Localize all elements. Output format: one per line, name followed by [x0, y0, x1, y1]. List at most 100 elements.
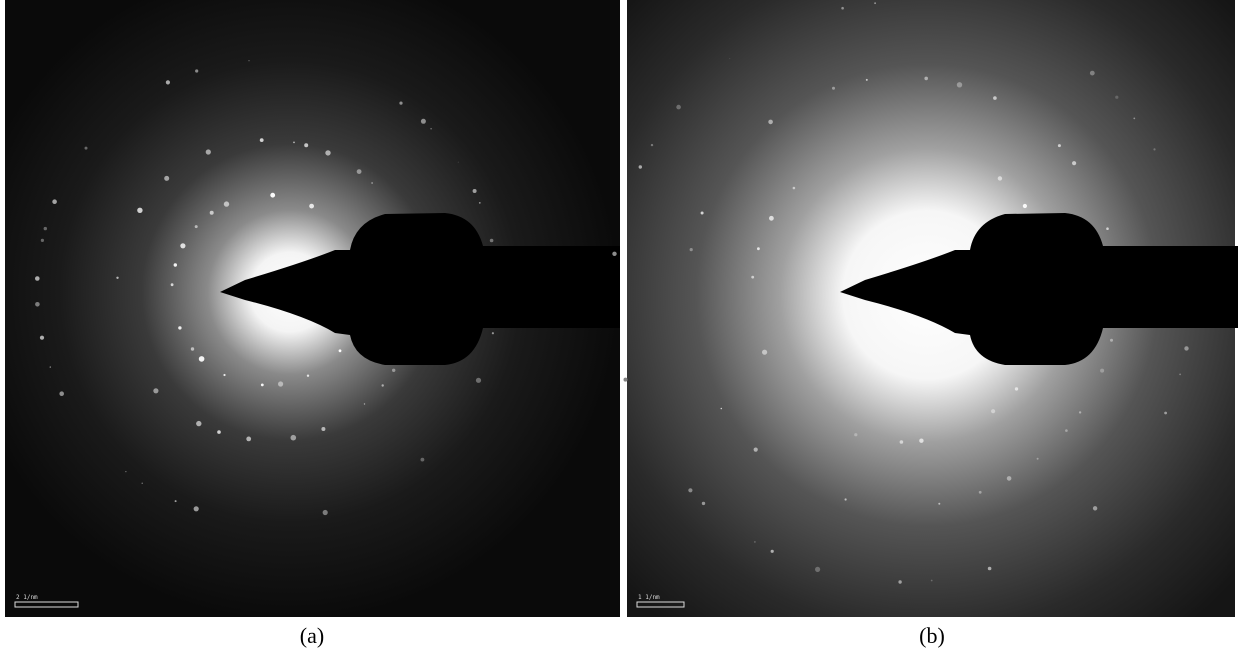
diffraction-spot — [174, 263, 177, 266]
diffraction-spot — [690, 248, 693, 251]
diffraction-spot — [41, 239, 44, 242]
diffraction-spot — [261, 384, 264, 387]
diffraction-spot — [323, 510, 328, 515]
diffraction-spot — [490, 239, 494, 243]
diffraction-spot — [845, 498, 847, 500]
panel-b: 1 1/nm — [612, 0, 1238, 617]
diffraction-spot — [1110, 339, 1113, 342]
diffraction-spot — [50, 366, 51, 367]
diffraction-spot — [40, 336, 44, 340]
diffraction-spot — [142, 483, 143, 484]
diffraction-spot — [841, 7, 844, 10]
diffraction-spot — [339, 349, 342, 352]
diffraction-spot — [751, 276, 754, 279]
diffraction-spot — [178, 326, 181, 329]
diffraction-spot — [278, 381, 283, 386]
diffraction-spot — [125, 471, 126, 472]
diffraction-spot — [137, 208, 142, 213]
diffraction-spot — [364, 403, 365, 404]
diffraction-spot — [293, 142, 295, 144]
diffraction-spot — [793, 187, 796, 190]
diffraction-spot — [35, 276, 40, 281]
diffraction-spot — [116, 277, 118, 279]
diffraction-spot — [371, 182, 373, 184]
diffraction-spot — [1079, 411, 1081, 413]
diffraction-spot — [382, 384, 384, 386]
diffraction-spot — [639, 165, 642, 168]
diffraction-spot — [392, 369, 395, 372]
diffraction-spot — [701, 212, 704, 215]
diffraction-spot — [59, 391, 64, 396]
diffraction-spot — [1093, 506, 1097, 510]
diffraction-spot — [1100, 369, 1104, 373]
diffraction-spot — [1015, 387, 1018, 390]
diffraction-spot — [898, 580, 901, 583]
diffraction-spot — [458, 162, 459, 163]
diffraction-spot — [473, 189, 477, 193]
diffraction-spot — [988, 567, 992, 571]
diffraction-spot — [1065, 429, 1068, 432]
diffraction-spot — [1179, 374, 1181, 376]
diffraction-spot — [832, 87, 835, 90]
diffraction-spot — [754, 448, 758, 452]
diffraction-spot — [757, 247, 760, 250]
diffraction-spot — [1037, 458, 1039, 460]
diffraction-spot — [217, 430, 221, 434]
diffraction-spot — [291, 435, 297, 441]
diffraction-spot — [866, 79, 868, 81]
diffraction-spot — [1007, 476, 1012, 481]
diffraction-spot — [1072, 161, 1076, 165]
diffraction-spot — [421, 458, 425, 462]
diffraction-spot — [153, 388, 158, 393]
diffraction-spot — [1058, 144, 1061, 147]
diffraction-spot — [191, 347, 194, 350]
diffraction-spot — [957, 82, 962, 87]
diffraction-spot — [938, 503, 940, 505]
diffraction-spot — [85, 147, 88, 150]
diffraction-spot — [815, 567, 820, 572]
diffraction-spot — [1115, 96, 1118, 99]
diffraction-spot — [52, 199, 57, 204]
diffraction-spot — [175, 500, 177, 502]
diffraction-spot — [430, 128, 431, 129]
diffraction-spot — [729, 58, 730, 59]
scale-label: 1 1/nm — [638, 594, 660, 601]
diffraction-spot — [769, 216, 774, 221]
diffraction-spot — [651, 144, 653, 146]
diffraction-spot — [194, 506, 199, 511]
diffraction-spot — [624, 378, 628, 382]
diffraction-spot — [321, 427, 325, 431]
diffraction-spot — [195, 69, 198, 72]
diffraction-spot — [688, 488, 692, 492]
diffraction-spot — [702, 502, 705, 505]
diffraction-spot — [479, 202, 481, 204]
diffraction-spot — [924, 77, 928, 81]
diffraction-spot — [762, 350, 767, 355]
figure: 2 1/nm 1 1/nm (a) (b) — [0, 0, 1238, 655]
diffraction-spot — [1153, 148, 1155, 150]
diffraction-spot — [874, 2, 876, 4]
diffraction-spot — [754, 541, 756, 543]
diffraction-spot — [991, 409, 995, 413]
diffraction-spot — [196, 421, 201, 426]
diffraction-spot — [492, 332, 494, 334]
diffraction-spot — [35, 302, 40, 307]
diffraction-spot — [421, 119, 426, 124]
diffraction-spot — [900, 440, 904, 444]
diffraction-spot — [206, 149, 211, 154]
diffraction-spot — [270, 193, 275, 198]
diffraction-spot — [166, 80, 170, 84]
diffraction-spot — [998, 176, 1002, 180]
diffraction-spot — [1023, 204, 1027, 208]
diffraction-spot — [1133, 118, 1135, 120]
diffraction-spot — [993, 96, 997, 100]
diffraction-spot — [399, 102, 402, 105]
diffraction-spot — [979, 491, 982, 494]
diffraction-spot — [1090, 71, 1095, 76]
diffraction-spot — [304, 143, 308, 147]
diffraction-spot — [721, 408, 723, 410]
diffraction-spot — [1164, 412, 1167, 415]
diffraction-spot — [771, 550, 774, 553]
diffraction-spot — [260, 138, 264, 142]
diffraction-spot — [1106, 227, 1109, 230]
